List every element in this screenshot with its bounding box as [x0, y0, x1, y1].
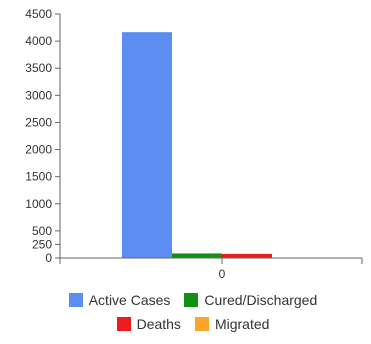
legend-item-deaths[interactable]: Deaths [116, 316, 181, 332]
y-tick-label: 3000 [25, 88, 52, 102]
x-tick-label: 0 [219, 267, 226, 281]
x-axis: 0 [59, 257, 363, 281]
legend-swatch-cured-discharged [184, 293, 199, 307]
y-tick-label: 250 [32, 237, 52, 251]
y-tick-label: 1500 [25, 170, 52, 184]
legend-swatch-deaths [116, 317, 131, 331]
legend-item-cured-discharged[interactable]: Cured/Discharged [184, 292, 317, 308]
y-tick-label: 2000 [25, 143, 52, 157]
bar-chart: 025050010001500200025003000350040004500 … [25, 7, 363, 281]
legend-row-1: Active Cases Cured/Discharged [28, 292, 358, 308]
y-tick-label: 2500 [25, 115, 52, 129]
legend-item-active-cases[interactable]: Active Cases [68, 292, 171, 308]
legend-label-cured-discharged: Cured/Discharged [204, 292, 318, 308]
y-tick-label: 4000 [25, 34, 52, 48]
y-tick-label: 0 [45, 251, 52, 265]
y-tick-label: 1000 [25, 197, 52, 211]
legend-row-2: Deaths Migrated [28, 316, 358, 332]
y-tick-label: 4500 [25, 7, 52, 21]
legend-swatch-migrated [194, 317, 209, 331]
legend-item-migrated[interactable]: Migrated [194, 316, 270, 332]
legend-label-deaths: Deaths [136, 316, 181, 332]
y-tick-label: 500 [32, 224, 52, 238]
bar-cured-discharged[interactable] [172, 253, 222, 258]
legend-label-migrated: Migrated [214, 316, 270, 332]
legend-swatch-active-cases [68, 293, 83, 307]
bar-active-cases[interactable] [122, 32, 172, 258]
legend-label-active-cases: Active Cases [88, 292, 171, 308]
legend: Active Cases Cured/Discharged Deaths Mig… [28, 292, 358, 340]
bar-deaths[interactable] [222, 253, 272, 258]
bars-group [122, 32, 272, 258]
y-tick-label: 3500 [25, 61, 52, 75]
